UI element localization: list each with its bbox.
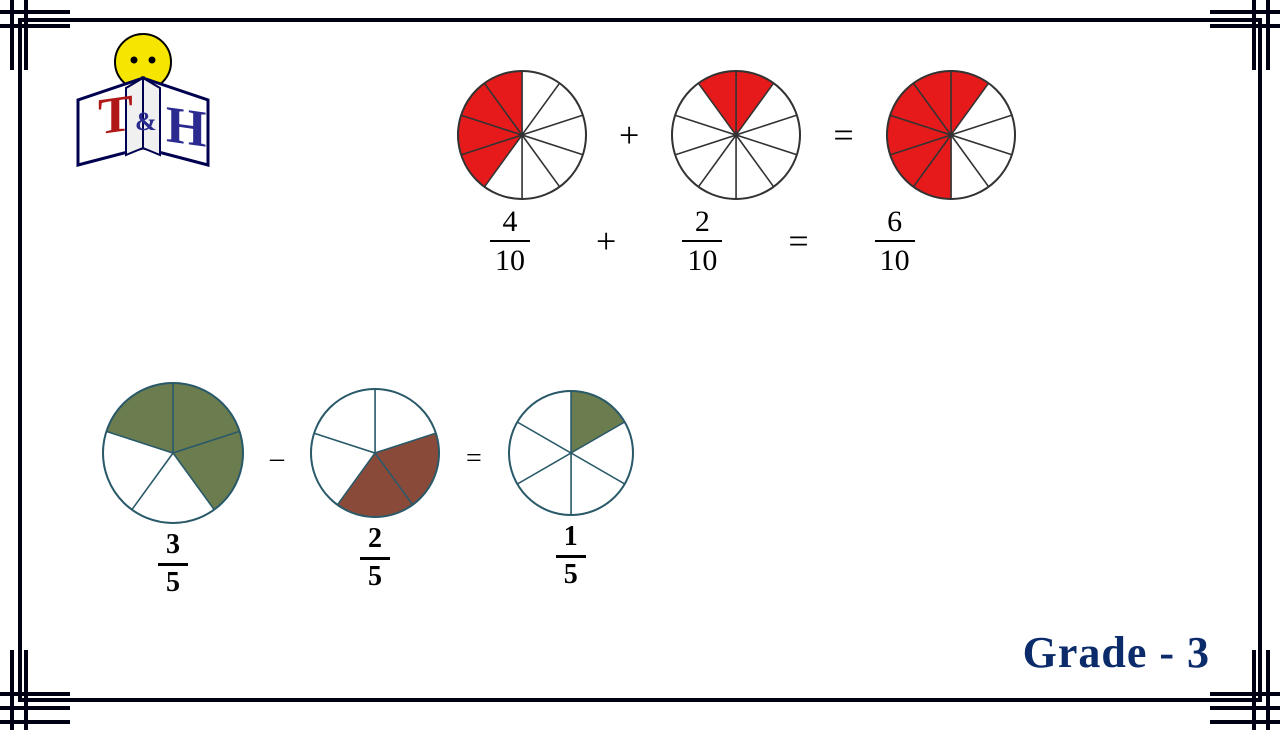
logo-book-icon: T & H bbox=[58, 30, 228, 180]
equation-top-pies: + = bbox=[455, 68, 1018, 202]
pie-6-10 bbox=[884, 68, 1018, 202]
pie-2-5 bbox=[308, 386, 442, 520]
operator-equals: = bbox=[460, 443, 488, 475]
equation-top-fractions: 4 10 + 2 10 = 6 10 bbox=[490, 205, 915, 277]
fraction-4-10: 4 10 bbox=[490, 205, 530, 277]
fraction-2-10: 2 10 bbox=[682, 205, 722, 277]
operator-plus: + bbox=[590, 220, 622, 262]
term-1-5: 1 5 bbox=[506, 388, 636, 591]
operator-plus: + bbox=[613, 114, 645, 156]
pie-4-10 bbox=[455, 68, 589, 202]
pie-1-6 bbox=[506, 388, 636, 518]
term-2-5: 2 5 bbox=[308, 386, 442, 593]
pie-2-10 bbox=[669, 68, 803, 202]
svg-text:&: & bbox=[135, 107, 157, 136]
fraction-6-10: 6 10 bbox=[875, 205, 915, 277]
svg-text:T: T bbox=[98, 84, 133, 147]
operator-minus: – bbox=[264, 443, 290, 475]
operator-equals: = bbox=[827, 114, 859, 156]
grade-label: Grade - 3 bbox=[1023, 627, 1210, 678]
corner-hatch-br bbox=[1200, 640, 1280, 730]
operator-equals: = bbox=[782, 220, 814, 262]
svg-text:H: H bbox=[166, 95, 206, 158]
corner-hatch-tr bbox=[1200, 0, 1280, 80]
equation-bottom: 3 5 – 2 5 = 1 5 bbox=[100, 380, 636, 599]
pie-3-5 bbox=[100, 380, 246, 526]
corner-hatch-bl bbox=[0, 640, 80, 730]
term-3-5: 3 5 bbox=[100, 380, 246, 599]
